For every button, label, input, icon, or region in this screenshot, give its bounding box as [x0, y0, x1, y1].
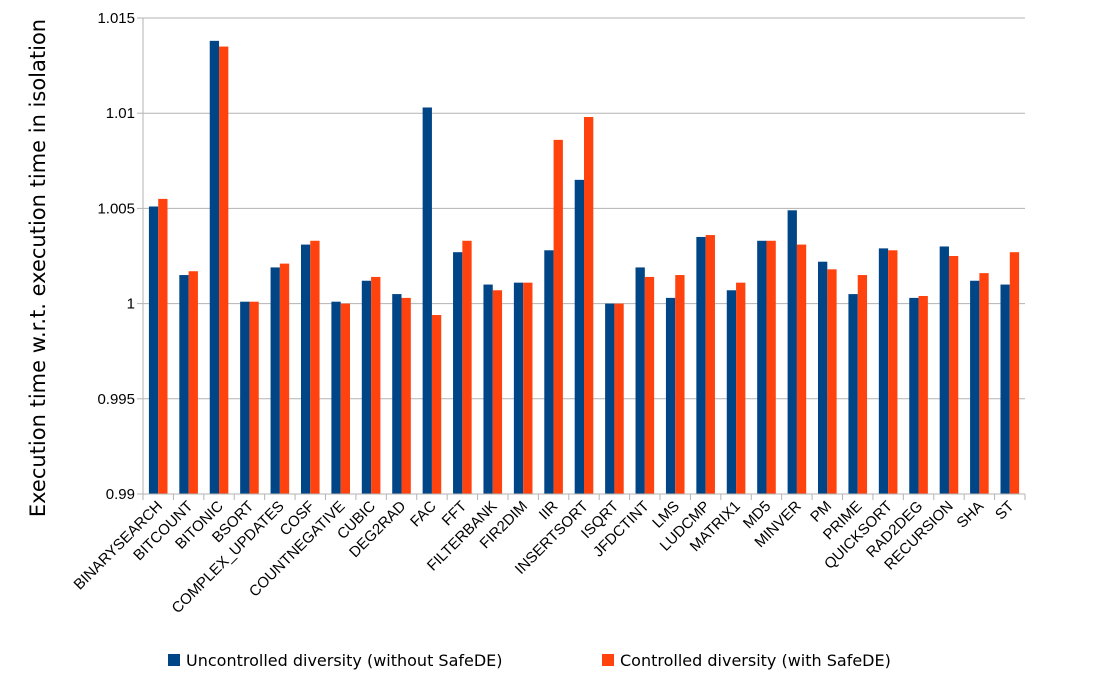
bar-uncontrolled [909, 297, 919, 494]
x-tick-label: ST [992, 498, 1018, 524]
bar-controlled [431, 315, 442, 494]
y-tick-label: 1.015 [97, 10, 135, 27]
bar-uncontrolled [300, 244, 311, 494]
bar-controlled [249, 301, 259, 494]
axes [142, 18, 1025, 495]
bar-uncontrolled [513, 282, 524, 494]
bar-uncontrolled [544, 250, 554, 494]
x-tick-label: SHA [953, 498, 987, 532]
bar-controlled [584, 117, 594, 495]
bar-uncontrolled [726, 290, 737, 494]
bar-controlled [796, 244, 807, 494]
y-tick-label: 1 [127, 296, 135, 313]
bar-uncontrolled [970, 280, 980, 494]
legend-label: Controlled diversity (with SafeDE) [620, 651, 891, 670]
bar-controlled [401, 297, 411, 494]
bar-controlled [340, 303, 350, 494]
bar-controlled [279, 263, 290, 494]
bar-controlled [188, 271, 198, 494]
bar-controlled [219, 46, 229, 495]
bar-controlled [492, 290, 503, 494]
bar-controlled [158, 198, 168, 494]
x-axis-ticks: BINARYSEARCHBITCOUNTBITONICBSORTCOMPLEX_… [71, 494, 1026, 617]
legend-label: Uncontrolled diversity (without SafeDE) [186, 651, 503, 670]
x-tick-label: FAC [407, 498, 440, 531]
bar-uncontrolled [1000, 284, 1010, 494]
bar-uncontrolled [939, 246, 949, 494]
y-tick-label: 0.995 [97, 391, 135, 408]
bar-uncontrolled [422, 107, 432, 494]
bar-controlled [462, 240, 472, 494]
bar-uncontrolled [209, 40, 220, 495]
bar-uncontrolled [635, 267, 645, 494]
bar-uncontrolled [787, 210, 797, 494]
bar-controlled [523, 282, 533, 494]
bar-controlled [705, 235, 715, 494]
bar-uncontrolled [848, 294, 858, 494]
bar-uncontrolled [453, 252, 463, 494]
y-tick-label: 0.99 [106, 486, 135, 503]
bar-controlled [310, 240, 320, 494]
bar-uncontrolled [240, 301, 250, 494]
bar-uncontrolled [270, 267, 280, 494]
bar-controlled [827, 269, 837, 494]
bar-uncontrolled [361, 280, 372, 494]
bar-controlled [857, 275, 868, 494]
bar-uncontrolled [665, 297, 676, 494]
legend-swatch [602, 654, 614, 666]
bar-uncontrolled [574, 179, 584, 494]
bar-controlled [948, 256, 959, 494]
bar-controlled [553, 139, 563, 494]
y-axis-ticks: 0.99 0.995 1 1.005 1.01 1.015 [97, 10, 143, 503]
y-tick-label: 1.01 [106, 105, 135, 122]
bars [148, 40, 1020, 495]
bar-controlled [614, 303, 624, 494]
legend: Uncontrolled diversity (without SafeDE) C… [168, 651, 891, 670]
bar-controlled [644, 276, 655, 494]
bar-uncontrolled [696, 236, 706, 494]
bar-uncontrolled [483, 284, 493, 494]
y-tick-label: 1.005 [97, 200, 135, 217]
bar-controlled [918, 295, 928, 494]
bar-uncontrolled [392, 294, 402, 494]
bar-controlled [979, 273, 989, 494]
bar-controlled [675, 275, 685, 494]
bar-controlled [888, 250, 898, 494]
bar-uncontrolled [878, 248, 889, 494]
bar-uncontrolled [331, 301, 341, 494]
y-axis-title: Execution time w.r.t. execution time in … [26, 19, 50, 517]
bar-controlled [1009, 252, 1020, 494]
bar-uncontrolled [148, 206, 159, 494]
bar-controlled [371, 276, 381, 494]
bar-controlled [736, 282, 746, 494]
bar-uncontrolled [757, 240, 767, 494]
legend-swatch [168, 654, 180, 666]
bar-uncontrolled [605, 303, 615, 494]
bar-uncontrolled [818, 261, 828, 494]
bar-controlled [766, 240, 776, 494]
bar-uncontrolled [179, 275, 189, 494]
